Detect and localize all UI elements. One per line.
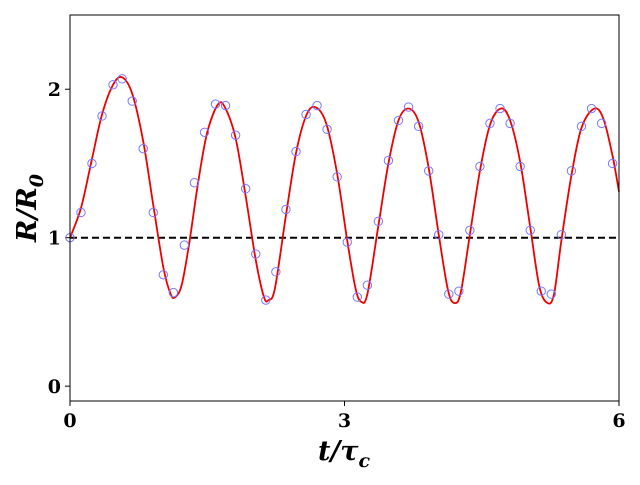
point (525, 225, 535, 235)
point (596, 118, 607, 129)
point (97, 111, 107, 121)
point (158, 270, 169, 280)
point (342, 237, 352, 247)
point (220, 100, 231, 111)
point (413, 121, 424, 132)
x-tick-label: 3 (338, 410, 351, 432)
x-tick-label: 0 (63, 410, 76, 432)
point (291, 146, 301, 157)
point (505, 118, 515, 129)
point (383, 155, 394, 166)
point (240, 184, 251, 194)
point (108, 80, 118, 90)
x-label-main: t/τ (318, 436, 359, 467)
point (444, 289, 454, 299)
point (475, 161, 485, 172)
point (576, 121, 587, 132)
y-label-sub: 0 (26, 174, 48, 187)
point (261, 295, 271, 305)
point (127, 96, 137, 106)
point (210, 99, 221, 109)
point (515, 161, 525, 172)
y-tick-label: 1 (48, 228, 61, 250)
point (607, 158, 618, 169)
x-label-sub: c (358, 450, 370, 472)
x-axis-label: t/τc (318, 436, 371, 472)
y-tick-label: 0 (48, 376, 61, 398)
point (485, 118, 495, 129)
point (301, 109, 311, 120)
point (87, 158, 97, 169)
point (138, 143, 148, 154)
curve (69, 76, 620, 305)
point (332, 172, 342, 182)
point (148, 207, 158, 218)
point (352, 292, 363, 302)
point (536, 286, 546, 296)
point (322, 124, 332, 135)
point (423, 166, 434, 176)
point (465, 225, 475, 235)
point (495, 103, 505, 114)
point (179, 240, 190, 250)
point (199, 127, 210, 137)
point (546, 289, 556, 299)
point (393, 115, 404, 126)
point (373, 216, 384, 227)
point (230, 130, 241, 140)
point (556, 230, 567, 240)
x-tick-label: 6 (612, 410, 625, 432)
point (566, 166, 577, 176)
y-tick-label: 2 (48, 79, 61, 101)
y-label-main: R/R (12, 187, 43, 243)
y-axis-label: R/R0 (12, 174, 48, 243)
point (403, 102, 414, 112)
point (117, 74, 127, 84)
point (168, 287, 179, 298)
point (76, 207, 86, 218)
point (434, 230, 444, 240)
plot-frame (69, 14, 620, 402)
point (189, 178, 200, 188)
point (281, 204, 291, 215)
point (362, 280, 373, 290)
point (251, 249, 261, 259)
point (271, 267, 281, 277)
point (454, 286, 464, 296)
point (586, 103, 597, 114)
point (312, 100, 322, 111)
